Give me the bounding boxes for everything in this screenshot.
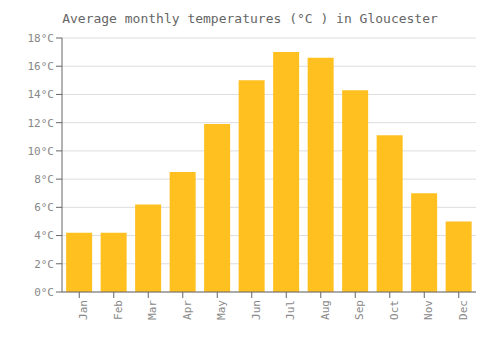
- svg-text:8°C: 8°C: [34, 173, 54, 186]
- svg-text:Oct: Oct: [388, 300, 401, 320]
- svg-text:Jan: Jan: [77, 300, 90, 320]
- svg-text:2°C: 2°C: [34, 258, 54, 271]
- svg-text:4°C: 4°C: [34, 229, 54, 242]
- svg-text:14°C: 14°C: [28, 88, 55, 101]
- svg-text:10°C: 10°C: [28, 145, 55, 158]
- svg-text:0°C: 0°C: [34, 286, 54, 299]
- svg-text:Aug: Aug: [319, 300, 332, 320]
- svg-text:Jun: Jun: [250, 300, 263, 320]
- svg-text:Sep: Sep: [353, 300, 366, 320]
- svg-text:Apr: Apr: [181, 300, 194, 320]
- svg-text:Nov: Nov: [422, 300, 435, 320]
- svg-text:Jul: Jul: [284, 300, 297, 320]
- svg-text:Feb: Feb: [112, 300, 125, 320]
- svg-text:12°C: 12°C: [28, 117, 55, 130]
- svg-text:Dec: Dec: [457, 300, 470, 320]
- svg-text:16°C: 16°C: [28, 60, 55, 73]
- svg-text:Mar: Mar: [146, 300, 159, 320]
- svg-text:May: May: [215, 300, 228, 320]
- svg-text:6°C: 6°C: [34, 201, 54, 214]
- html-text:Average monthly temperatures (: Average monthly temperatures (°C ) in Gl…: [62, 11, 438, 26]
- svg-text:18°C: 18°C: [28, 32, 55, 45]
